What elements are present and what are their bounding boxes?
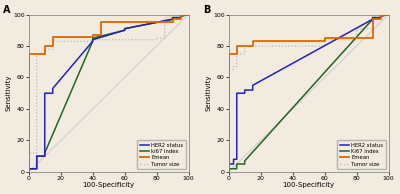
- X-axis label: 100-Specificity: 100-Specificity: [283, 182, 335, 188]
- Text: B: B: [203, 5, 210, 15]
- Legend: HER2 status, ki67 index, Emean, Tumor size: HER2 status, ki67 index, Emean, Tumor si…: [137, 140, 186, 169]
- X-axis label: 100-Specificity: 100-Specificity: [83, 182, 135, 188]
- Y-axis label: Sensitivity: Sensitivity: [206, 75, 212, 112]
- Text: A: A: [3, 5, 11, 15]
- Legend: HER2 status, Ki67 index, Emean, Tumor size: HER2 status, Ki67 index, Emean, Tumor si…: [337, 140, 386, 169]
- Y-axis label: Sensitivity: Sensitivity: [6, 75, 12, 112]
